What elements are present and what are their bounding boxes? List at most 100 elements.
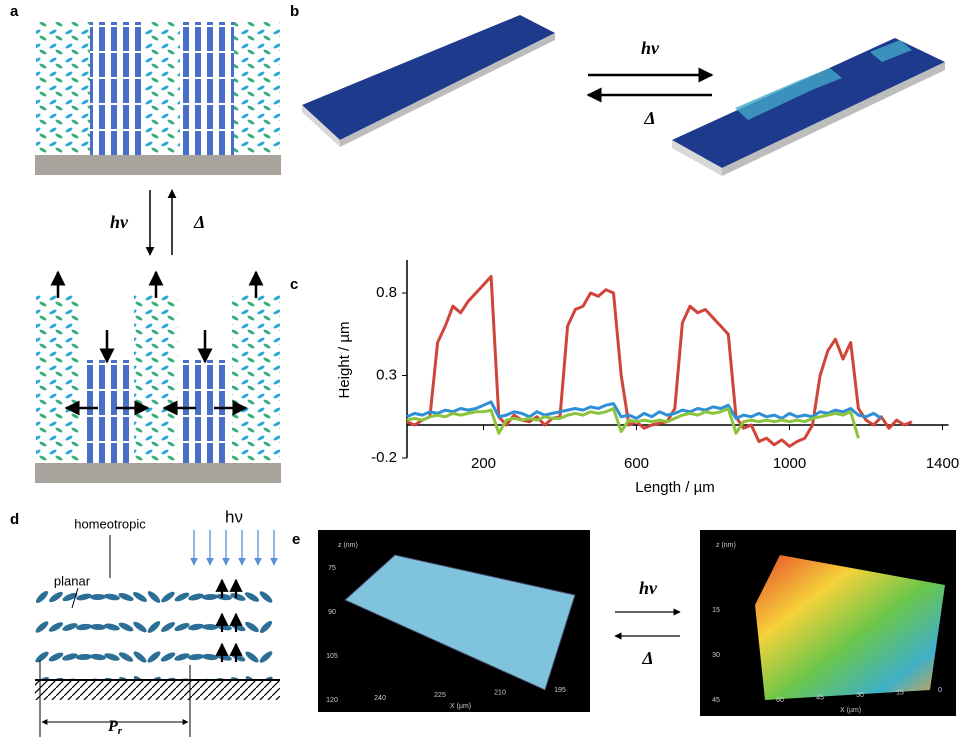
homeotropic-label: homeotropic	[74, 516, 146, 531]
lc-molecule	[160, 651, 177, 664]
lc-molecule	[61, 652, 78, 662]
pitch-label: Pr	[107, 718, 123, 737]
lc-molecule	[34, 619, 50, 634]
image-tick-label: 30	[712, 652, 720, 659]
lc-molecule	[258, 649, 274, 664]
forward-label: hν	[641, 38, 660, 58]
lc-molecule	[61, 591, 78, 603]
image-tick-label: 240	[374, 695, 386, 702]
lc-molecule	[90, 653, 107, 661]
image-tick-label: 75	[328, 565, 336, 572]
x-axis-label: Length / µm	[635, 479, 715, 496]
lc-molecule	[132, 620, 148, 634]
x-tick-label: 1400	[926, 455, 959, 472]
panel-label: e	[292, 531, 300, 548]
x-label: X (µm)	[840, 707, 861, 714]
lc-molecule	[132, 650, 148, 665]
lc-molecule	[202, 594, 218, 601]
lc-molecule	[202, 653, 218, 660]
lc-molecule	[216, 593, 233, 601]
lc-molecule	[258, 619, 274, 635]
lc-molecule	[146, 619, 162, 634]
lc-molecule	[244, 590, 261, 603]
panel-label: d	[10, 511, 19, 528]
z-label: z (nm)	[716, 542, 736, 549]
planar-label: planar	[54, 573, 91, 588]
lc-molecule	[146, 589, 162, 604]
panel-d	[34, 530, 280, 737]
lc-molecule	[117, 591, 134, 602]
panel-label: c	[290, 276, 298, 293]
lc-molecule	[202, 624, 218, 630]
lc-molecule	[104, 593, 121, 602]
lc-molecule	[188, 623, 205, 632]
z-label: z (nm)	[338, 542, 358, 549]
lc-molecule	[188, 592, 205, 602]
lc-molecule	[244, 650, 260, 665]
x-tick-label: 600	[624, 455, 649, 472]
lc-molecule	[173, 591, 190, 603]
pitch-subscript: r	[118, 725, 123, 737]
forward-label: hν	[639, 578, 658, 598]
lc-molecule	[104, 622, 121, 632]
light-label: hν	[225, 507, 243, 526]
lc-molecule	[47, 651, 64, 663]
panel-b-slab-relief	[672, 38, 945, 176]
lc-molecule	[61, 622, 78, 633]
lc-molecule	[90, 624, 106, 631]
x-label: X (µm)	[450, 703, 471, 710]
x-tick-label: 1000	[773, 455, 806, 472]
panel-a-top	[35, 22, 281, 175]
lc-molecule	[117, 621, 134, 633]
panel-a-bottom	[35, 272, 281, 483]
reverse-label: Δ	[641, 648, 653, 668]
lc-molecule	[173, 652, 190, 662]
image-tick-label: 15	[896, 689, 904, 696]
x-tick-label: 200	[471, 455, 496, 472]
lc-molecule	[229, 592, 246, 603]
lc-molecule	[34, 650, 50, 664]
image-tick-label: 120	[326, 697, 338, 704]
lc-molecule	[76, 592, 93, 601]
lc-molecule	[132, 590, 149, 604]
figure: a b c d e hν Δ hν Δ Height / µm Length /…	[0, 0, 971, 737]
lc-molecule	[160, 590, 176, 604]
lc-molecule	[76, 653, 92, 660]
lc-molecule	[229, 621, 246, 633]
lc-molecule	[146, 650, 162, 665]
lc-molecule	[173, 621, 190, 632]
series-line	[407, 402, 881, 419]
lc-molecule	[76, 623, 93, 631]
panel-label: b	[290, 3, 299, 20]
forward-label: hν	[110, 212, 129, 232]
lc-molecule	[216, 622, 233, 631]
reverse-label: Δ	[193, 212, 205, 232]
lc-molecule	[258, 589, 274, 604]
lc-molecule	[34, 589, 50, 605]
lc-molecule	[160, 620, 177, 634]
image-tick-label: 45	[816, 694, 824, 701]
image-tick-label: 105	[326, 653, 338, 660]
image-tick-label: 30	[856, 692, 864, 699]
image-tick-label: 90	[328, 609, 336, 616]
lc-molecule	[215, 652, 232, 662]
lc-molecule	[244, 620, 261, 634]
image-tick-label: 15	[712, 607, 720, 614]
lc-molecule	[188, 653, 205, 661]
image-tick-label: 210	[494, 690, 506, 697]
lc-molecule	[48, 590, 65, 604]
lc-molecule	[230, 651, 247, 664]
pitch-symbol: P	[107, 718, 118, 735]
lc-molecule	[90, 594, 106, 600]
image-tick-label: 195	[554, 687, 566, 694]
lc-molecule	[118, 650, 135, 663]
image-tick-label: 225	[434, 692, 446, 699]
y-axis-label: Height / µm	[336, 322, 353, 399]
panel-b-slab	[302, 15, 555, 147]
lc-molecule	[103, 652, 120, 663]
image-tick-label: 0	[938, 687, 942, 694]
panel-label: a	[10, 3, 19, 20]
lc-molecule	[48, 620, 65, 633]
image-tick-label: 45	[712, 697, 720, 704]
